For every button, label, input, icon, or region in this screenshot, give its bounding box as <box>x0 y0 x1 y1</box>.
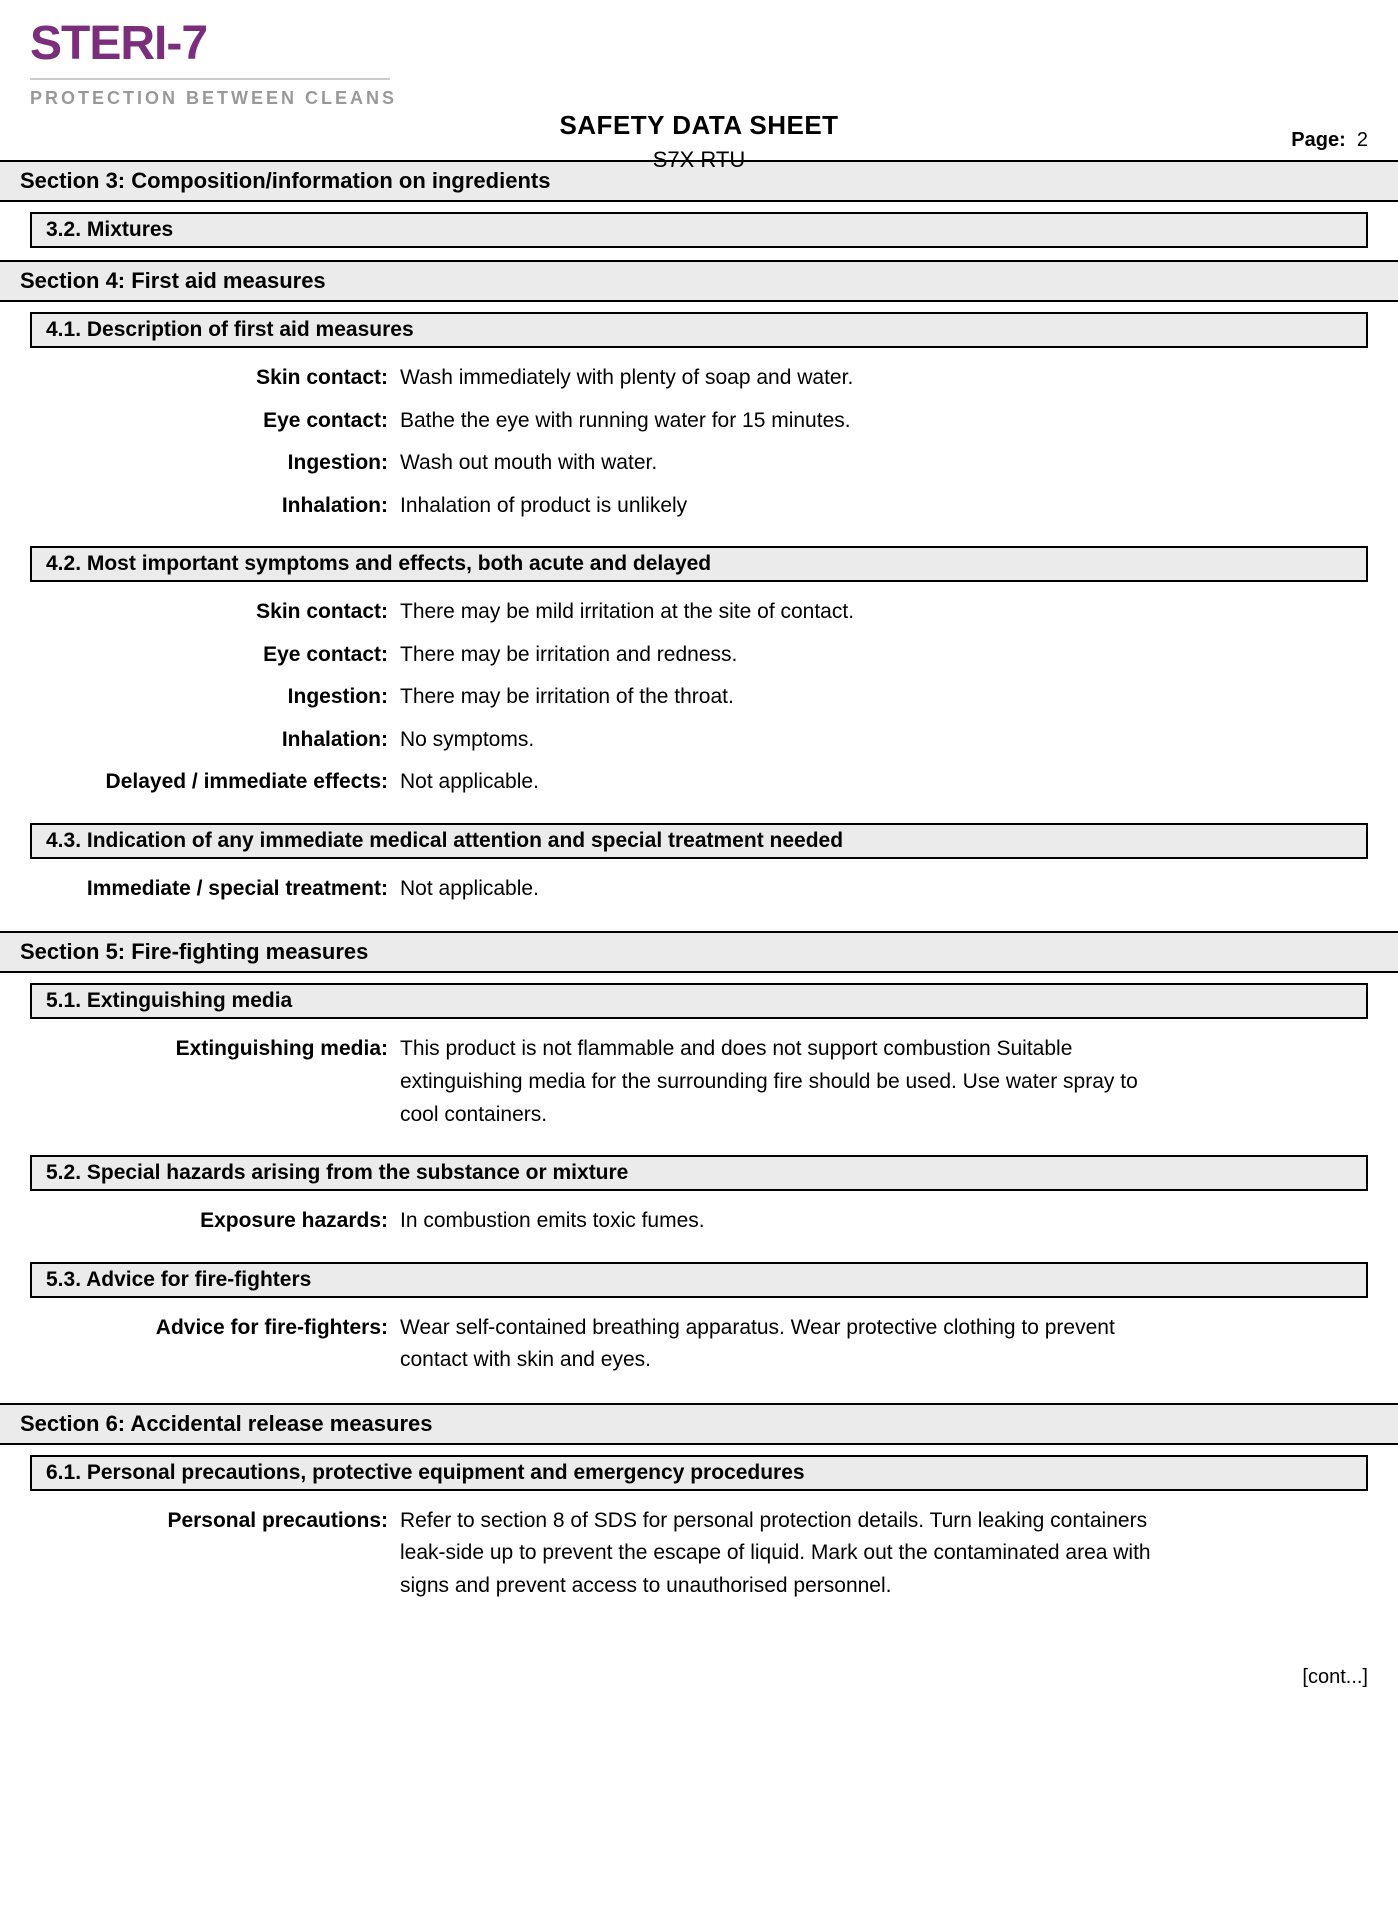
kv-val-ingestion: There may be irritation of the throat. <box>400 681 734 714</box>
subsection-3-2: 3.2. Mixtures <box>30 212 1368 248</box>
kv-key-ingestion: Ingestion: <box>30 681 400 714</box>
kv-block-6-1: Personal precautions: Refer to section 8… <box>0 1493 1398 1627</box>
subsection-wrap: 5.3. Advice for fire-fighters <box>0 1262 1398 1298</box>
subsection-5-1: 5.1. Extinguishing media <box>30 983 1368 1019</box>
kv-row: Skin contact: Wash immediately with plen… <box>30 362 1368 395</box>
kv-block-4-1: Skin contact: Wash immediately with plen… <box>0 350 1398 546</box>
kv-val-inhalation: No symptoms. <box>400 724 534 757</box>
kv-key-inhalation: Inhalation: <box>30 724 400 757</box>
kv-key-skin: Skin contact: <box>30 596 400 629</box>
kv-val-exp-hazards: In combustion emits toxic fumes. <box>400 1205 705 1238</box>
kv-key-personal-precautions: Personal precautions: <box>30 1505 400 1538</box>
kv-val-advice-ff: Wear self-contained breathing apparatus.… <box>400 1312 1180 1377</box>
subsection-5-2: 5.2. Special hazards arising from the su… <box>30 1155 1368 1191</box>
logo-text: STERI-7 <box>30 20 397 68</box>
kv-key-inhalation: Inhalation: <box>30 490 400 523</box>
kv-val-ingestion: Wash out mouth with water. <box>400 447 657 480</box>
logo-tagline: PROTECTION BETWEEN CLEANS <box>30 88 397 109</box>
section-6-header: Section 6: Accidental release measures <box>0 1403 1398 1445</box>
kv-val-ext-media: This product is not flammable and does n… <box>400 1033 1180 1131</box>
subsection-6-1: 6.1. Personal precautions, protective eq… <box>30 1455 1368 1491</box>
section-4-header: Section 4: First aid measures <box>0 260 1398 302</box>
kv-val-skin: There may be mild irritation at the site… <box>400 596 854 629</box>
page-header: STERI-7 PROTECTION BETWEEN CLEANS SAFETY… <box>0 20 1398 129</box>
kv-row: Exposure hazards: In combustion emits to… <box>30 1205 1368 1238</box>
subsection-wrap: 4.3. Indication of any immediate medical… <box>0 823 1398 859</box>
logo-divider <box>30 78 390 80</box>
subsection-wrap: 3.2. Mixtures <box>0 202 1398 248</box>
kv-row: Ingestion: Wash out mouth with water. <box>30 447 1368 480</box>
subsection-wrap: 5.2. Special hazards arising from the su… <box>0 1155 1398 1191</box>
kv-val-eye: There may be irritation and redness. <box>400 639 737 672</box>
kv-key-ext-media: Extinguishing media: <box>30 1033 400 1066</box>
kv-row: Personal precautions: Refer to section 8… <box>30 1505 1368 1603</box>
kv-row: Eye contact: There may be irritation and… <box>30 639 1368 672</box>
subsection-wrap: 5.1. Extinguishing media <box>0 973 1398 1019</box>
kv-row: Delayed / immediate effects: Not applica… <box>30 766 1368 799</box>
kv-key-eye: Eye contact: <box>30 639 400 672</box>
section-5-header: Section 5: Fire-fighting measures <box>0 931 1398 973</box>
logo-block: STERI-7 PROTECTION BETWEEN CLEANS <box>30 20 397 109</box>
subsection-5-3: 5.3. Advice for fire-fighters <box>30 1262 1368 1298</box>
kv-block-4-2: Skin contact: There may be mild irritati… <box>0 584 1398 823</box>
kv-block-5-3: Advice for fire-fighters: Wear self-cont… <box>0 1300 1398 1401</box>
kv-row: Immediate / special treatment: Not appli… <box>20 873 1368 906</box>
kv-val-immediate: Not applicable. <box>400 873 539 906</box>
kv-val-delayed: Not applicable. <box>400 766 539 799</box>
document-title: SAFETY DATA SHEET <box>0 110 1398 141</box>
kv-row: Advice for fire-fighters: Wear self-cont… <box>30 1312 1368 1377</box>
kv-key-delayed: Delayed / immediate effects: <box>30 766 400 799</box>
kv-val-skin: Wash immediately with plenty of soap and… <box>400 362 853 395</box>
kv-block-5-1: Extinguishing media: This product is not… <box>0 1021 1398 1155</box>
kv-key-eye: Eye contact: <box>30 405 400 438</box>
kv-key-ingestion: Ingestion: <box>30 447 400 480</box>
subsection-wrap: 4.1. Description of first aid measures <box>0 302 1398 348</box>
kv-block-5-2: Exposure hazards: In combustion emits to… <box>0 1193 1398 1262</box>
kv-key-skin: Skin contact: <box>30 362 400 395</box>
subsection-wrap: 4.2. Most important symptoms and effects… <box>0 546 1398 582</box>
kv-key-exp-hazards: Exposure hazards: <box>30 1205 400 1238</box>
kv-row: Inhalation: No symptoms. <box>30 724 1368 757</box>
kv-row: Ingestion: There may be irritation of th… <box>30 681 1368 714</box>
title-block: SAFETY DATA SHEET S7X RTU <box>0 110 1398 173</box>
subsection-wrap: 6.1. Personal precautions, protective eq… <box>0 1445 1398 1491</box>
kv-row: Inhalation: Inhalation of product is unl… <box>30 490 1368 523</box>
kv-row: Extinguishing media: This product is not… <box>30 1033 1368 1131</box>
kv-val-inhalation: Inhalation of product is unlikely <box>400 490 687 523</box>
continuation-label: [cont...] <box>0 1626 1398 1689</box>
kv-block-4-3: Immediate / special treatment: Not appli… <box>0 861 1398 930</box>
kv-row: Eye contact: Bathe the eye with running … <box>30 405 1368 438</box>
subsection-4-2: 4.2. Most important symptoms and effects… <box>30 546 1368 582</box>
kv-key-immediate: Immediate / special treatment: <box>20 873 400 906</box>
kv-row: Skin contact: There may be mild irritati… <box>30 596 1368 629</box>
kv-key-advice-ff: Advice for fire-fighters: <box>30 1312 400 1345</box>
kv-val-personal-precautions: Refer to section 8 of SDS for personal p… <box>400 1505 1180 1603</box>
document-page: STERI-7 PROTECTION BETWEEN CLEANS SAFETY… <box>0 0 1398 1689</box>
kv-val-eye: Bathe the eye with running water for 15 … <box>400 405 851 438</box>
document-subtitle: S7X RTU <box>0 147 1398 173</box>
subsection-4-3: 4.3. Indication of any immediate medical… <box>30 823 1368 859</box>
subsection-4-1: 4.1. Description of first aid measures <box>30 312 1368 348</box>
